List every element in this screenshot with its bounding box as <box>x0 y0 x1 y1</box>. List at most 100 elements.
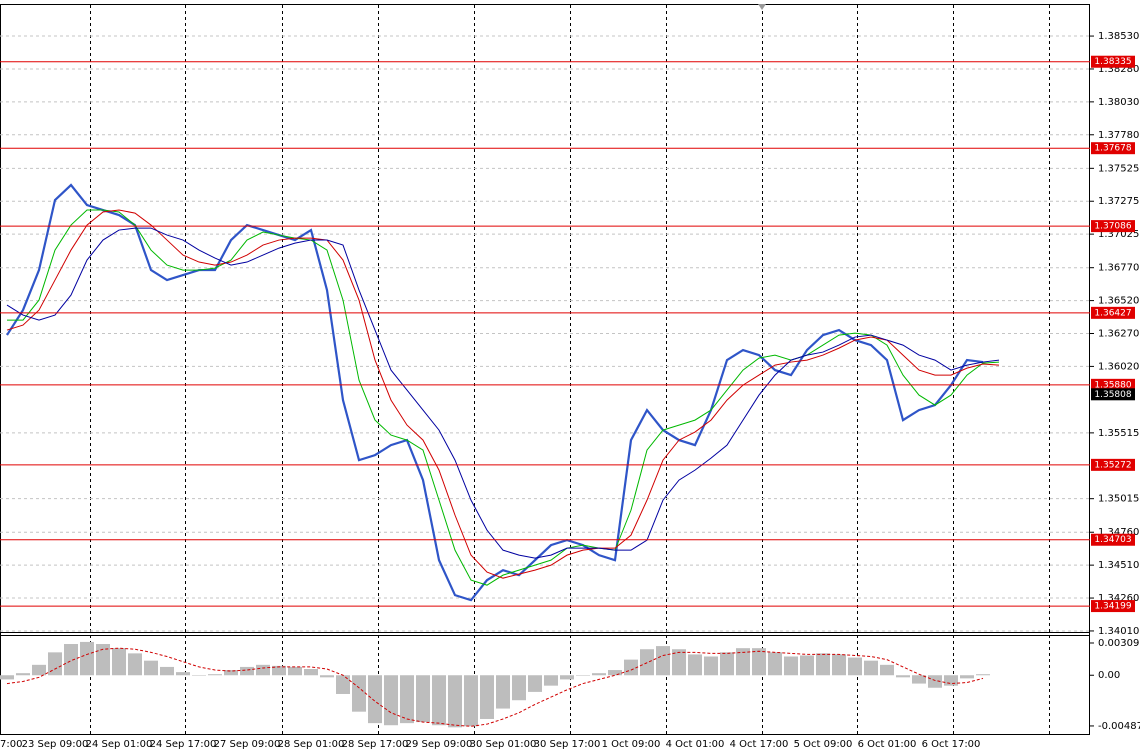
histogram-bar <box>560 675 574 680</box>
histogram-bar <box>64 644 78 676</box>
histogram-bar <box>672 649 686 676</box>
histogram-bar <box>880 664 894 676</box>
histogram-bar <box>176 672 190 676</box>
x-tick-label: 5 Oct 09:00 <box>794 739 853 750</box>
level-label-box <box>1091 600 1135 613</box>
y-tick-label: 1.38280 <box>1098 64 1139 75</box>
x-tick-label: 6 Oct 17:00 <box>922 739 981 750</box>
histogram-bar <box>304 669 318 676</box>
histogram-bar <box>752 648 766 676</box>
x-tick-label: 23 Sep 09:00 <box>22 739 89 750</box>
price-line <box>6 227 1000 559</box>
histogram-bar <box>432 675 446 726</box>
histogram-bar <box>80 641 94 676</box>
histogram-bar <box>896 675 910 678</box>
y-tick-label: 1.36270 <box>1098 329 1139 340</box>
level-label: 1.34703 <box>1094 535 1131 545</box>
histogram-bar <box>128 653 142 676</box>
y-tick-label: 1.35515 <box>1098 428 1139 439</box>
histogram-bar <box>768 652 782 676</box>
y-tick-label: 1.36770 <box>1098 263 1139 274</box>
price-line <box>7 209 1000 586</box>
x-tick-label: 4 Oct 17:00 <box>730 739 789 750</box>
y-tick-label: 1.34260 <box>1098 593 1139 604</box>
histogram-bar <box>592 673 606 676</box>
histogram-bar <box>480 675 494 719</box>
histogram-bar <box>784 656 798 676</box>
histogram-bar <box>944 675 958 686</box>
y-tick-label: 1.36020 <box>1098 361 1139 372</box>
x-tick-label: 28 Sep 01:00 <box>278 739 345 750</box>
level-label: 1.36427 <box>1094 308 1131 318</box>
histogram-bar <box>256 664 270 676</box>
x-tick-label: 6 Oct 01:00 <box>858 739 917 750</box>
y-tick-label: 0.00 <box>1098 670 1120 681</box>
y-tick-label: 1.36520 <box>1098 296 1139 307</box>
y-tick-label: 1.38530 <box>1098 31 1139 42</box>
histogram-bar <box>400 675 414 724</box>
histogram-bar <box>448 675 462 728</box>
histogram-bar <box>0 675 14 680</box>
level-label-box <box>1091 458 1135 471</box>
histogram-bar <box>144 660 158 676</box>
histogram-bar <box>224 670 238 676</box>
level-label-box <box>1091 142 1135 155</box>
histogram-bar <box>576 675 590 676</box>
histogram-bar <box>48 652 62 676</box>
x-tick-label: 1 Oct 09:00 <box>602 739 661 750</box>
histogram-bar <box>960 675 974 679</box>
y-tick-label: 1.38030 <box>1098 97 1139 108</box>
shift-marker <box>758 4 766 10</box>
level-label: 1.38335 <box>1094 57 1131 67</box>
histogram-bar <box>320 675 334 678</box>
y-tick-label: 1.37275 <box>1098 196 1139 207</box>
histogram-bar <box>368 675 382 724</box>
histogram-bar <box>464 675 478 727</box>
histogram-bar <box>656 646 670 676</box>
histogram-bar <box>816 653 830 676</box>
histogram-bar <box>16 673 30 676</box>
histogram-bar <box>528 675 542 692</box>
level-label-box <box>1091 55 1135 68</box>
level-label-box <box>1091 533 1135 546</box>
x-tick-label: 27 Sep 09:00 <box>214 739 281 750</box>
y-tick-label: -0.00487 <box>1098 721 1140 732</box>
y-tick-label: 1.34010 <box>1098 626 1139 637</box>
histogram-bar <box>608 670 622 676</box>
level-label: 1.37678 <box>1094 144 1131 154</box>
histogram-bar <box>832 654 846 676</box>
x-tick-label: 24 Sep 01:00 <box>86 739 153 750</box>
price-line <box>6 209 1000 579</box>
y-tick-label: 1.37780 <box>1098 130 1139 141</box>
x-tick-label: 30 Sep 17:00 <box>534 739 601 750</box>
level-label: 1.35272 <box>1094 460 1131 470</box>
y-tick-label: 1.37025 <box>1098 229 1139 240</box>
histogram-bar <box>928 675 942 688</box>
histogram-bar <box>112 648 126 676</box>
level-label: 1.37086 <box>1094 222 1131 232</box>
signal-line <box>6 647 984 727</box>
last-price-box <box>1091 388 1135 401</box>
histogram-bar <box>736 648 750 676</box>
y-tick-label: 1.34510 <box>1098 560 1139 571</box>
histogram-bar <box>288 666 302 676</box>
level-label-box <box>1091 306 1135 319</box>
y-tick-label: 1.37525 <box>1098 163 1139 174</box>
histogram-bar <box>512 675 526 701</box>
histogram-bar <box>160 666 174 676</box>
histogram-bar <box>208 674 222 676</box>
histogram-bar <box>352 675 366 712</box>
x-tick-label: 4 Oct 01:00 <box>666 739 725 750</box>
x-tick-label: 7:00 <box>0 739 22 750</box>
plot-frame <box>0 4 1090 735</box>
x-tick-label: 24 Sep 17:00 <box>150 739 217 750</box>
histogram-bar <box>864 660 878 676</box>
x-tick-label: 30 Sep 01:00 <box>470 739 537 750</box>
y-tick-label: 1.34760 <box>1098 527 1139 538</box>
level-label: 1.35880 <box>1094 380 1131 390</box>
histogram-bar <box>272 665 286 676</box>
histogram-bar <box>96 644 110 676</box>
histogram-bar <box>688 654 702 676</box>
